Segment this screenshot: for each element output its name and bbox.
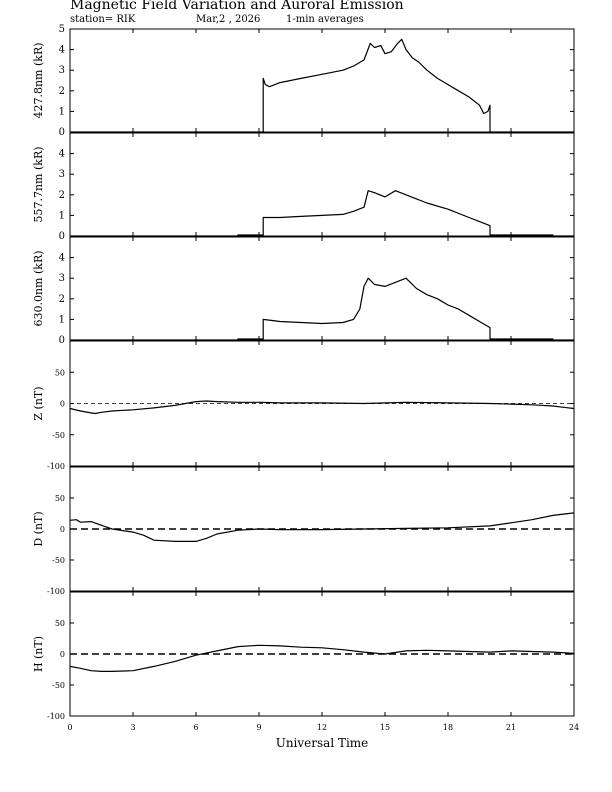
y-tick-label: 3: [59, 169, 65, 180]
y-tick-label: 1: [59, 210, 65, 221]
y-axis-label: D (nT): [32, 511, 45, 546]
y-tick-label: 2: [59, 86, 65, 97]
y-tick-label: 4: [59, 45, 65, 56]
y-tick-label: 50: [55, 368, 65, 377]
y-axis-label: Z (nT): [32, 386, 45, 420]
series-line: [70, 38, 574, 133]
y-tick-label: -50: [52, 556, 65, 565]
y-tick-label: -50: [52, 431, 65, 440]
y-tick-label: -50: [52, 681, 65, 690]
y-tick-label: 1: [59, 106, 65, 117]
date-label: Mar,2 , 2026: [196, 14, 261, 25]
series-line: [69, 400, 575, 415]
x-tick-label: 6: [193, 723, 198, 732]
y-axis-label: 630.0nm (kR): [32, 250, 45, 326]
y-tick-label: 50: [55, 619, 65, 628]
y-axis-label: 427.8nm (kR): [32, 42, 45, 118]
x-tick-label: 12: [317, 723, 327, 732]
averaging-label: 1-min averages: [286, 14, 364, 25]
y-axis-label: H (nT): [32, 636, 45, 672]
y-tick-label: 0: [60, 400, 65, 409]
panel-frame: [69, 236, 575, 341]
y-tick-label: 3: [59, 65, 65, 76]
y-tick-label: -100: [47, 712, 65, 721]
series-line: [70, 277, 574, 341]
y-tick-label: -100: [47, 462, 65, 471]
x-tick-label: 3: [130, 723, 135, 732]
series-line: [70, 190, 574, 237]
y-tick-label: 50: [55, 494, 65, 503]
y-tick-label: 0: [59, 127, 65, 138]
station-label: station= RIK: [70, 14, 136, 25]
x-tick-label: 24: [569, 723, 579, 732]
y-axis-label: 557.7nm (kR): [32, 146, 45, 222]
x-tick-label: 21: [506, 723, 516, 732]
y-tick-label: 2: [59, 294, 65, 305]
y-tick-label: 0: [60, 650, 65, 659]
y-tick-label: 5: [59, 24, 65, 35]
x-tick-label: 15: [380, 723, 390, 732]
series-line: [69, 512, 575, 542]
panel-frame: [69, 28, 575, 133]
y-tick-label: 0: [60, 525, 65, 534]
y-tick-label: 4: [59, 253, 65, 264]
panel-frame: [69, 132, 575, 237]
series-line: [69, 644, 575, 672]
y-tick-label: 1: [59, 314, 65, 325]
y-tick-label: 0: [59, 231, 65, 242]
chart-title: Magnetic Field Variation and Auroral Emi…: [70, 0, 404, 13]
y-tick-label: 0: [59, 335, 65, 346]
panel-frame: [69, 591, 575, 717]
x-tick-label: 0: [67, 723, 72, 732]
y-tick-label: 2: [59, 190, 65, 201]
x-tick-label: 18: [443, 723, 453, 732]
y-tick-label: 4: [59, 149, 65, 160]
x-axis-label: Universal Time: [276, 736, 369, 750]
y-tick-label: -100: [47, 587, 65, 596]
y-tick-label: 3: [59, 273, 65, 284]
x-tick-label: 9: [256, 723, 261, 732]
